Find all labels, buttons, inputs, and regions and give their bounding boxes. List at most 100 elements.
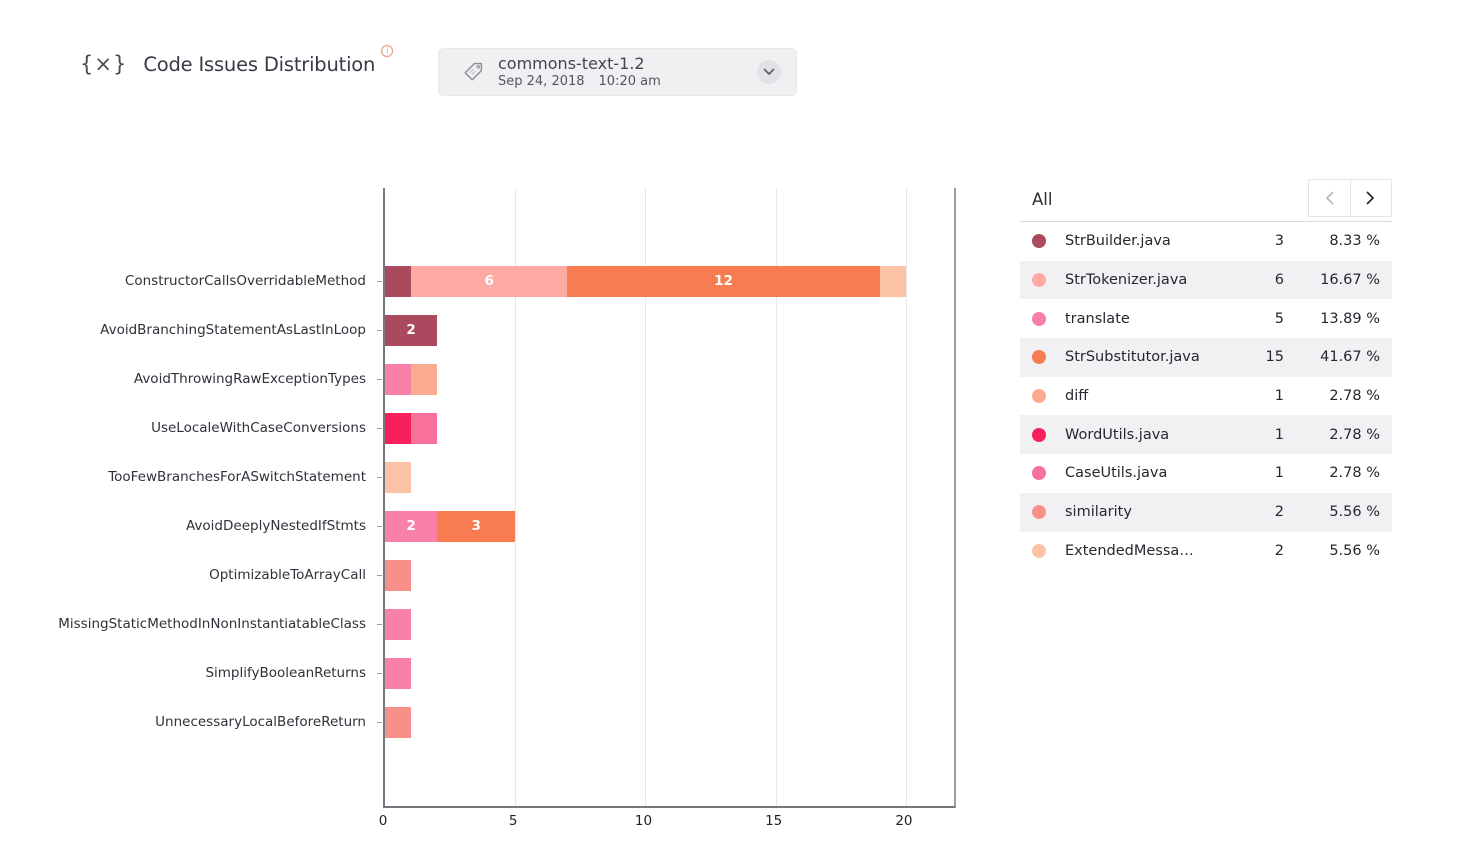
file-distribution-panel: All StrBuilder.java 3 8.33 % StrTokenizer.j… [1020, 178, 1392, 570]
bar-segment-extendedmessa-[interactable] [385, 461, 412, 493]
series-color-dot [1032, 543, 1046, 558]
bar-row: 6 12 [385, 265, 906, 297]
category-tick [377, 526, 382, 527]
file-name: StrBuilder.java [1065, 233, 1171, 250]
snapshot-date: Sep 24, 2018 [498, 73, 585, 89]
bar-segment-similarity[interactable] [385, 706, 412, 738]
file-list-row[interactable]: ExtendedMessa… 2 5.56 % [1020, 532, 1392, 571]
category-tick [377, 624, 382, 625]
series-color-dot [1032, 466, 1046, 481]
filter-label: All [1032, 190, 1053, 209]
file-name: similarity [1065, 504, 1132, 521]
segment-value-label: 6 [484, 273, 494, 289]
issue-percent: 2.78 % [1329, 426, 1380, 443]
category-label: OptimizableToArrayCall [209, 567, 366, 583]
category-label: SimplifyBooleanReturns [205, 665, 366, 681]
bar-segment-translate[interactable] [385, 608, 412, 640]
bar-row [385, 608, 412, 640]
x-axis-tick-label: 20 [895, 813, 913, 829]
bar-segment-strbuilder-java[interactable]: 2 [385, 314, 438, 346]
bar-segment-strtokenizer-java[interactable]: 6 [411, 265, 568, 297]
bar-row [385, 559, 412, 591]
issue-percent: 2.78 % [1329, 465, 1380, 482]
category-label: MissingStaticMethodInNonInstantiatableCl… [58, 616, 366, 632]
category-tick [377, 673, 382, 674]
issue-count: 2 [1274, 542, 1284, 559]
category-tick [377, 379, 382, 380]
bar-segment-diff[interactable] [411, 363, 438, 395]
issue-count: 6 [1274, 272, 1284, 289]
file-name: ExtendedMessa… [1065, 542, 1194, 559]
snapshot-dropdown[interactable]: commons-text-1.2 Sep 24, 2018 10:20 am [438, 48, 797, 96]
series-color-dot [1032, 427, 1046, 442]
category-tick [377, 330, 382, 331]
category-tick [377, 281, 382, 282]
file-name: translate [1065, 310, 1130, 327]
issue-count: 2 [1274, 504, 1284, 521]
bar-row [385, 363, 438, 395]
segment-value-label: 12 [714, 273, 733, 289]
gridline [515, 188, 517, 806]
category-label: AvoidBranchingStatementAsLastInLoop [100, 322, 366, 338]
series-color-dot [1032, 350, 1046, 365]
bar-segment-caseutils-java[interactable] [411, 412, 438, 444]
bar-row [385, 412, 438, 444]
file-list-row[interactable]: CaseUtils.java 1 2.78 % [1020, 454, 1392, 493]
bar-segment-translate[interactable] [385, 657, 412, 689]
bar-row [385, 461, 412, 493]
file-list-row[interactable]: StrBuilder.java 3 8.33 % [1020, 222, 1392, 261]
next-page-button[interactable] [1349, 180, 1391, 216]
segment-value-label: 2 [406, 322, 416, 338]
bar-segment-translate[interactable]: 2 [385, 510, 438, 542]
gridline [905, 188, 907, 806]
bar-segment-wordutils-java[interactable] [385, 412, 412, 444]
issue-count: 1 [1274, 426, 1284, 443]
issue-count: 3 [1274, 233, 1284, 250]
series-color-dot [1032, 234, 1046, 249]
code-braces-icon: {×} [80, 52, 128, 76]
bar-segment-translate[interactable] [385, 363, 412, 395]
file-list: StrBuilder.java 3 8.33 % StrTokenizer.java 6… [1020, 222, 1392, 570]
issue-percent: 5.56 % [1329, 542, 1380, 559]
file-list-row[interactable]: WordUtils.java 1 2.78 % [1020, 415, 1392, 455]
file-list-row[interactable]: StrSubstitutor.java 15 41.67 % [1020, 338, 1392, 377]
issue-percent: 16.67 % [1320, 272, 1380, 289]
bar-segment-similarity[interactable] [385, 559, 412, 591]
prev-page-button[interactable] [1309, 180, 1350, 216]
x-axis-tick-label: 5 [508, 813, 518, 829]
plot-area: 6 12 2 2 3 [383, 188, 956, 808]
issue-percent: 13.89 % [1320, 310, 1380, 327]
snapshot-time: 10:20 am [598, 73, 661, 89]
info-icon[interactable]: i [381, 44, 394, 57]
file-list-row[interactable]: translate 5 13.89 % [1020, 299, 1392, 338]
series-color-dot [1032, 273, 1046, 288]
issue-count: 1 [1274, 388, 1284, 405]
file-list-row[interactable]: diff 1 2.78 % [1020, 377, 1392, 416]
bar-row [385, 657, 412, 689]
category-label: ConstructorCallsOverridableMethod [124, 273, 366, 289]
chevron-left-icon [1325, 191, 1334, 205]
category-label: TooFewBranchesForASwitchStatement [108, 469, 366, 485]
category-tick [377, 477, 382, 478]
issue-count: 5 [1274, 310, 1284, 327]
bar-segment-strbuilder-java[interactable] [385, 265, 412, 297]
file-list-row[interactable]: similarity 2 5.56 % [1020, 492, 1392, 532]
category-label: AvoidDeeplyNestedIfStmts [185, 518, 366, 534]
bar-segment-strsubstitutor-java[interactable]: 12 [567, 265, 880, 297]
segment-value-label: 2 [406, 518, 416, 534]
segment-value-label: 3 [471, 518, 481, 534]
file-name: WordUtils.java [1065, 426, 1170, 443]
file-list-row[interactable]: StrTokenizer.java 6 16.67 % [1020, 260, 1392, 300]
bar-segment-strsubstitutor-java[interactable]: 3 [437, 510, 516, 542]
bar-row [385, 706, 412, 738]
issue-percent: 41.67 % [1320, 349, 1380, 366]
bar-segment-extendedmessa-[interactable] [879, 265, 906, 297]
issue-count: 15 [1265, 349, 1284, 366]
issue-percent: 8.33 % [1329, 233, 1380, 250]
chevron-down-icon[interactable] [757, 60, 781, 84]
category-label: AvoidThrowingRawExceptionTypes [133, 371, 366, 387]
panel-header: All [1020, 178, 1392, 222]
bar-row: 2 [385, 314, 438, 346]
